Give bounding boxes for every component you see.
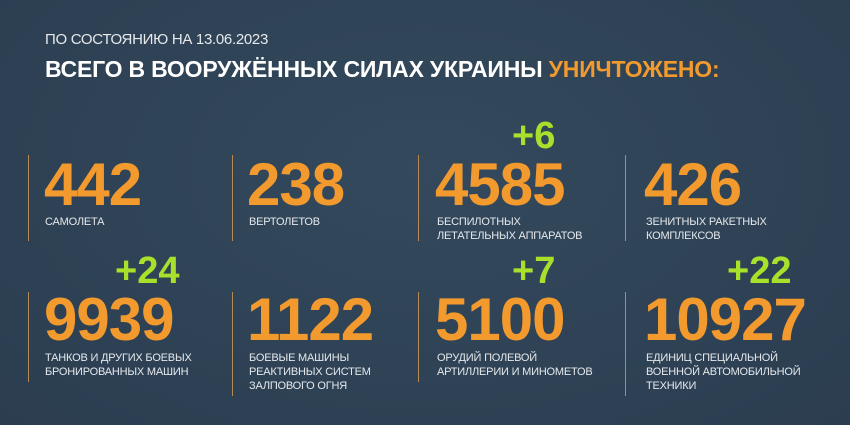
label-line: РЕАКТИВНЫХ СИСТЕМ <box>249 366 371 378</box>
label-line: АРТИЛЛЕРИИ И МИНОМЕТОВ <box>437 366 593 378</box>
stat-label-tanks: ТАНКОВ И ДРУГИХ БОЕВЫХ БРОНИРОВАННЫХ МАШИ… <box>45 351 192 379</box>
divider <box>232 292 233 396</box>
label-line: КОМПЛЕКСОВ <box>646 230 721 242</box>
label-line: ВОЕННОЙ АВТОМОБИЛЬНОЙ <box>646 366 801 378</box>
stat-value-aircraft: 442 <box>44 151 142 218</box>
stat-value-tanks: 9939 <box>44 286 174 353</box>
stat-delta-tanks: +24 <box>115 250 180 292</box>
label-line: ЛЕТАТЕЛЬНЫХ АППАРАТОВ <box>437 230 583 242</box>
stat-label-artillery: ОРУДИЙ ПОЛЕВОЙ АРТИЛЛЕРИИ И МИНОМЕТОВ <box>437 351 593 379</box>
label-line: ОРУДИЙ ПОЛЕВОЙ <box>437 352 537 364</box>
label-line: ВЕРТОЛЕТОВ <box>249 216 320 228</box>
divider <box>232 155 233 241</box>
label-line: ТАНКОВ И ДРУГИХ БОЕВЫХ <box>45 352 192 364</box>
stat-label-uav: БЕСПИЛОТНЫХ ЛЕТАТЕЛЬНЫХ АППАРАТОВ <box>437 215 583 243</box>
stat-label-sam: ЗЕНИТНЫХ РАКЕТНЫХ КОМПЛЕКСОВ <box>646 215 767 243</box>
stat-value-helicopters: 238 <box>247 151 345 218</box>
stat-value-uav: 4585 <box>435 151 565 218</box>
stat-value-artillery: 5100 <box>435 286 565 353</box>
divider <box>418 155 419 241</box>
stat-label-helicopters: ВЕРТОЛЕТОВ <box>249 215 320 229</box>
label-line: БОЕВЫЕ МАШИНЫ <box>249 352 350 364</box>
date-line: ПО СОСТОЯНИЮ НА 13.06.2023 <box>45 31 268 48</box>
title-main: ВСЕГО В ВООРУЖЁННЫХ СИЛАХ УКРАИНЫ <box>45 56 543 82</box>
stat-label-mlrs: БОЕВЫЕ МАШИНЫ РЕАКТИВНЫХ СИСТЕМ ЗАЛПОВОГО … <box>249 351 371 393</box>
stat-value-vehicles: 10927 <box>644 286 807 353</box>
stat-value-mlrs: 1122 <box>247 286 374 353</box>
page-title: ВСЕГО В ВООРУЖЁННЫХ СИЛАХ УКРАИНЫ УНИЧТО… <box>45 56 720 83</box>
divider <box>28 292 29 382</box>
divider <box>625 155 626 241</box>
label-line: ЗЕНИТНЫХ РАКЕТНЫХ <box>646 216 767 228</box>
divider <box>625 292 626 396</box>
label-line: САМОЛЕТА <box>45 216 105 228</box>
label-line: ЗАЛПОВОГО ОГНЯ <box>249 380 347 392</box>
stat-value-sam: 426 <box>644 151 742 218</box>
stat-label-vehicles: ЕДИНИЦ СПЕЦИАЛЬНОЙ ВОЕННОЙ АВТОМОБИЛЬНОЙ Т… <box>646 351 801 393</box>
title-accent: УНИЧТОЖЕНО: <box>548 56 720 82</box>
label-line: БЕСПИЛОТНЫХ <box>437 216 521 228</box>
stat-delta-artillery: +7 <box>512 250 556 292</box>
label-line: ЕДИНИЦ СПЕЦИАЛЬНОЙ <box>646 352 778 364</box>
stat-label-aircraft: САМОЛЕТА <box>45 215 104 229</box>
label-line: БРОНИРОВАННЫХ МАШИН <box>45 366 189 378</box>
divider <box>418 292 419 382</box>
label-line: ТЕХНИКИ <box>646 380 697 392</box>
stat-delta-vehicles: +22 <box>727 250 792 292</box>
divider <box>28 155 29 241</box>
stat-delta-uav: +6 <box>512 115 556 157</box>
